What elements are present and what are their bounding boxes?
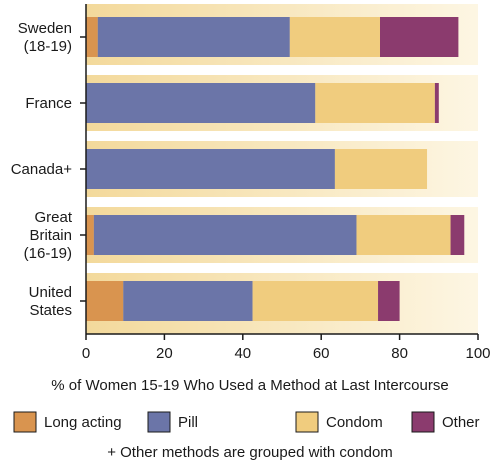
bar-condom bbox=[315, 83, 435, 123]
category-label-line: (18-19) bbox=[24, 38, 72, 55]
legend-swatch-other bbox=[411, 411, 435, 433]
category-label-line: Britain bbox=[29, 227, 72, 244]
x-tick-label: 0 bbox=[82, 345, 90, 362]
bar-pill bbox=[86, 83, 316, 123]
bar-condom bbox=[289, 17, 380, 57]
x-tick-label: 40 bbox=[234, 345, 251, 362]
legend-label: Long acting bbox=[44, 414, 122, 431]
row-separator bbox=[86, 65, 478, 75]
x-tick-label: 60 bbox=[313, 345, 330, 362]
category-label-line: States bbox=[29, 302, 72, 319]
tick-labels: 0 20 40 60 80 100 bbox=[82, 345, 491, 362]
x-tick-label: 20 bbox=[156, 345, 173, 362]
legend-label: Other bbox=[442, 414, 480, 431]
bar-long-acting bbox=[86, 17, 98, 57]
footnote: + Other methods are grouped with condom bbox=[107, 444, 393, 461]
category-label-line: Canada+ bbox=[11, 161, 73, 178]
bar-condom bbox=[334, 149, 428, 189]
bar-long-acting bbox=[86, 281, 124, 321]
legend-swatch-long-acting bbox=[13, 411, 37, 433]
bar-other bbox=[378, 281, 400, 321]
bar-long-acting bbox=[86, 215, 94, 255]
bar-other bbox=[450, 215, 465, 255]
category-label: Great Britain (16-19) bbox=[24, 209, 73, 262]
category-label-line: Sweden bbox=[18, 20, 72, 37]
row-separator bbox=[86, 197, 478, 207]
legend: Long acting Pill Condom Other bbox=[13, 411, 480, 433]
bar-pill bbox=[86, 149, 335, 189]
category-label-line: (16-19) bbox=[24, 245, 72, 262]
x-tick-label: 100 bbox=[465, 345, 490, 362]
bar-other bbox=[434, 83, 439, 123]
bar-pill bbox=[93, 215, 357, 255]
legend-swatch-pill bbox=[147, 411, 171, 433]
legend-label: Condom bbox=[326, 414, 383, 431]
axes-group bbox=[80, 4, 479, 340]
legend-label: Pill bbox=[178, 414, 198, 431]
bar-pill bbox=[97, 17, 290, 57]
x-tick-label: 80 bbox=[391, 345, 408, 362]
bar-condom bbox=[356, 215, 451, 255]
category-label: United States bbox=[29, 284, 72, 319]
category-label: France bbox=[25, 95, 72, 112]
bar-condom bbox=[252, 281, 379, 321]
category-label-line: France bbox=[25, 95, 72, 112]
legend-swatch-condom bbox=[295, 411, 319, 433]
x-axis-label: % of Women 15-19 Who Used a Method at La… bbox=[51, 377, 448, 394]
bars-group bbox=[86, 17, 465, 321]
bar-other bbox=[380, 17, 459, 57]
category-label-line: Great bbox=[34, 209, 72, 226]
bar-pill bbox=[123, 281, 253, 321]
category-label: Canada+ bbox=[11, 161, 73, 178]
row-separator bbox=[86, 131, 478, 141]
category-label: Sweden (18-19) bbox=[18, 20, 72, 55]
category-label-line: United bbox=[29, 284, 72, 301]
row-separator bbox=[86, 263, 478, 273]
